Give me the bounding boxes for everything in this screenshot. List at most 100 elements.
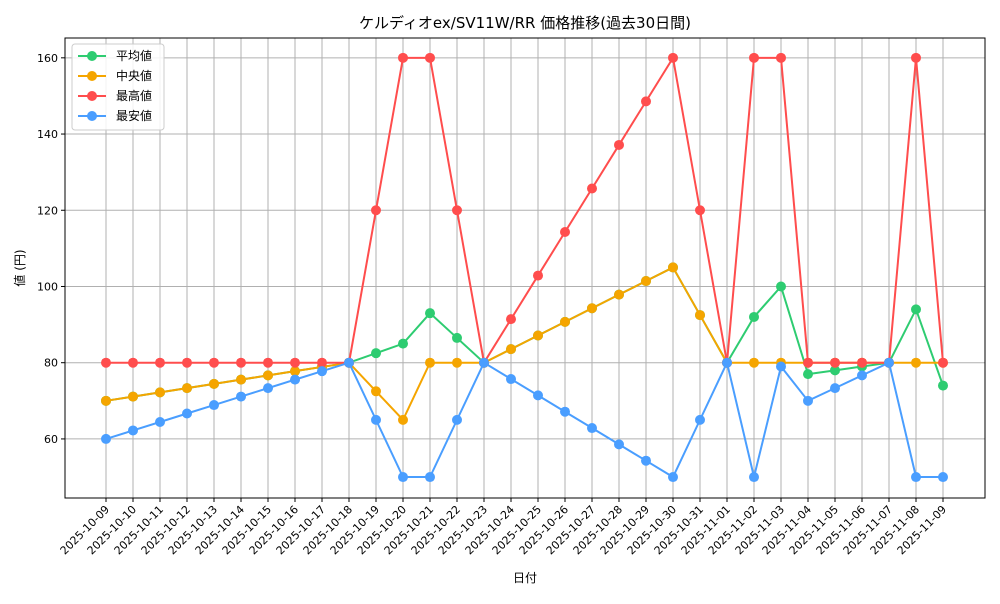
data-point: [614, 139, 624, 150]
data-point: [425, 357, 435, 368]
data-point: [371, 414, 381, 425]
data-point: [425, 308, 435, 319]
data-point: [938, 380, 948, 391]
axes: 2025-10-092025-10-102025-10-112025-10-12…: [37, 52, 949, 558]
data-point: [749, 357, 759, 368]
grid: [65, 38, 985, 498]
data-point: [533, 270, 543, 281]
legend-marker: [87, 51, 97, 61]
y-tick-label: 160: [37, 52, 58, 65]
data-point: [587, 423, 597, 434]
data-point: [452, 357, 462, 368]
data-point: [155, 357, 165, 368]
data-point: [803, 395, 813, 406]
data-point: [884, 357, 894, 368]
data-point: [911, 357, 921, 368]
data-point: [533, 390, 543, 401]
data-point: [560, 227, 570, 238]
series-line: [105, 359, 943, 479]
data-point: [263, 383, 273, 394]
data-point: [101, 357, 111, 368]
data-point: [290, 366, 300, 377]
data-point: [182, 408, 192, 419]
legend-label: 中央値: [116, 68, 152, 83]
data-point: [506, 314, 516, 325]
data-point: [425, 472, 435, 483]
data-point: [641, 455, 651, 466]
y-tick-label: 100: [37, 280, 58, 293]
data-point: [830, 365, 840, 376]
data-point: [776, 361, 786, 372]
data-point: [560, 316, 570, 327]
data-point: [209, 357, 219, 368]
data-point: [452, 414, 462, 425]
data-point: [749, 52, 759, 63]
y-tick-label: 140: [37, 128, 58, 141]
data-point: [695, 414, 705, 425]
data-point: [938, 472, 948, 483]
data-point: [749, 311, 759, 322]
data-point: [398, 414, 408, 425]
data-point: [803, 369, 813, 380]
data-point: [857, 357, 867, 368]
data-point: [209, 400, 219, 411]
data-point: [533, 330, 543, 341]
data-point: [182, 383, 192, 394]
data-point: [506, 344, 516, 355]
data-point: [803, 357, 813, 368]
data-point: [290, 374, 300, 385]
legend-label: 最高値: [116, 88, 152, 103]
data-point: [830, 383, 840, 394]
data-point: [452, 205, 462, 216]
data-point: [290, 357, 300, 368]
data-point: [371, 348, 381, 359]
legend-marker: [87, 71, 97, 81]
data-point: [668, 472, 678, 483]
data-point: [101, 433, 111, 444]
data-point: [911, 472, 921, 483]
data-point: [506, 374, 516, 385]
data-point: [911, 304, 921, 315]
data-point: [911, 52, 921, 63]
data-point: [560, 406, 570, 417]
data-point: [209, 378, 219, 389]
data-point: [371, 205, 381, 216]
data-point: [668, 52, 678, 63]
data-point: [101, 395, 111, 406]
series-group: [101, 52, 948, 483]
data-point: [263, 357, 273, 368]
data-point: [317, 357, 327, 368]
data-point: [398, 472, 408, 483]
data-point: [182, 357, 192, 368]
legend-marker: [87, 91, 97, 101]
y-tick-label: 60: [44, 433, 58, 446]
data-point: [695, 310, 705, 321]
legend-label: 平均値: [116, 48, 152, 63]
data-point: [641, 276, 651, 287]
y-tick-label: 80: [44, 357, 58, 370]
chart-title: ケルディオex/SV11W/RR 価格推移(過去30日間): [359, 14, 691, 32]
data-point: [668, 262, 678, 273]
series-平均値: [101, 262, 948, 406]
data-point: [857, 370, 867, 381]
data-point: [128, 391, 138, 402]
legend-marker: [87, 111, 97, 121]
data-point: [371, 386, 381, 397]
data-point: [641, 96, 651, 107]
x-axis-label: 日付: [513, 571, 537, 585]
data-point: [344, 357, 354, 368]
data-point: [749, 472, 759, 483]
data-point: [128, 357, 138, 368]
legend-label: 最安値: [116, 108, 152, 123]
data-point: [776, 281, 786, 292]
data-point: [938, 357, 948, 368]
data-point: [587, 303, 597, 314]
data-point: [695, 205, 705, 216]
data-point: [236, 374, 246, 385]
y-tick-label: 120: [37, 204, 58, 217]
data-point: [398, 52, 408, 63]
data-point: [155, 387, 165, 398]
